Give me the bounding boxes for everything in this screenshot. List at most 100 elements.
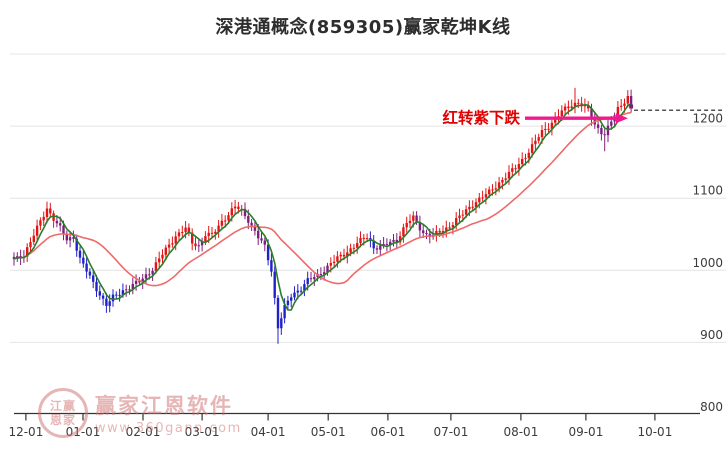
candle-body [78,250,82,258]
candle-body [540,130,544,138]
slow-ma-line [13,111,632,287]
candle-body [507,171,511,179]
candle-body [151,270,154,275]
candle-body [567,106,570,109]
candle-body [352,247,356,249]
candle-body [125,289,128,291]
candle-body [141,278,144,283]
candle-body [497,182,501,189]
candle-body [101,295,105,299]
candle-body [39,220,42,226]
candle-body [88,271,92,276]
chart-title: 深港通概念(859305)赢家乾坤K线 [215,17,511,38]
candle-body [379,245,382,250]
x-tick-label: 08-01 [503,425,538,439]
candle-body [82,257,85,264]
candle-body [128,289,131,291]
candle-body [438,230,441,233]
candle-body [273,271,276,298]
candle-body [12,256,16,260]
candle-body [537,137,540,141]
x-tick-label: 03-01 [185,425,220,439]
candle-body [339,254,342,257]
candle-body [250,222,253,226]
candle-body [488,189,491,195]
candle-body [35,225,39,236]
candle-body [547,128,550,130]
candle-body [306,278,309,285]
candle-body [191,232,194,244]
candle-body [243,208,247,217]
candle-body [42,216,45,221]
candle-body [121,290,125,295]
candle-body [161,254,164,259]
candle-body [174,236,177,244]
candle-body [158,258,161,263]
candle-body [118,294,121,296]
candle-body [570,106,573,109]
candle-body [375,248,379,250]
candle-body [309,278,313,280]
candle-body [197,245,200,247]
candle-body [405,223,408,228]
candle-body [534,140,537,145]
candle-body [610,121,613,126]
candle-body [115,294,118,296]
candle-body [227,215,230,221]
candle-body [230,208,233,216]
candle-body [263,240,266,245]
candle-body [55,220,59,224]
y-tick-label: 800 [700,400,723,414]
candle-body [296,290,299,293]
candle-body [600,127,603,135]
y-axis-labels: 1200 1100 1000 900 800 [692,112,723,414]
candle-body [425,233,428,234]
last-point-marker [629,104,634,109]
gridlines [10,53,726,343]
candle-body [448,227,451,229]
candle-body [478,197,481,203]
y-tick-label: 900 [700,328,723,342]
candle-body [98,291,101,296]
candle-body [468,206,471,210]
candle-body [398,236,402,243]
candle-body [49,208,52,214]
candle-body [494,188,497,190]
candle-body [68,237,72,241]
candle-body [326,265,329,273]
candle-body [382,243,385,246]
candle-body [342,254,346,257]
x-tick-label: 06-01 [370,425,405,439]
candle-body [481,197,484,199]
candle-body [415,215,418,223]
x-tick-label: 01-01 [66,425,101,439]
candle-body [451,225,455,228]
candle-body [623,103,626,106]
candle-body [385,243,389,245]
candle-body [62,225,65,235]
candle-body [32,235,35,242]
candle-body [237,206,240,209]
candle-body [210,232,214,234]
candle-body [134,280,138,284]
candle-body [455,218,458,226]
candle-body [389,241,392,245]
candle-body [573,102,577,107]
candle-body [441,231,445,233]
candle-body [108,301,111,306]
candle-body [52,213,55,221]
candle-body [504,178,507,180]
candle-body [332,261,336,263]
candle-body [95,281,98,292]
candle-body [560,110,563,117]
candle-body [517,164,521,169]
x-tick-label: 10-01 [637,425,672,439]
candle-body [75,238,78,251]
candle-body [167,244,171,248]
y-tick-label: 1100 [692,184,723,198]
candle-body [144,274,148,279]
candle-body [260,238,263,241]
candle-body [554,117,557,123]
candle-body [283,305,286,319]
